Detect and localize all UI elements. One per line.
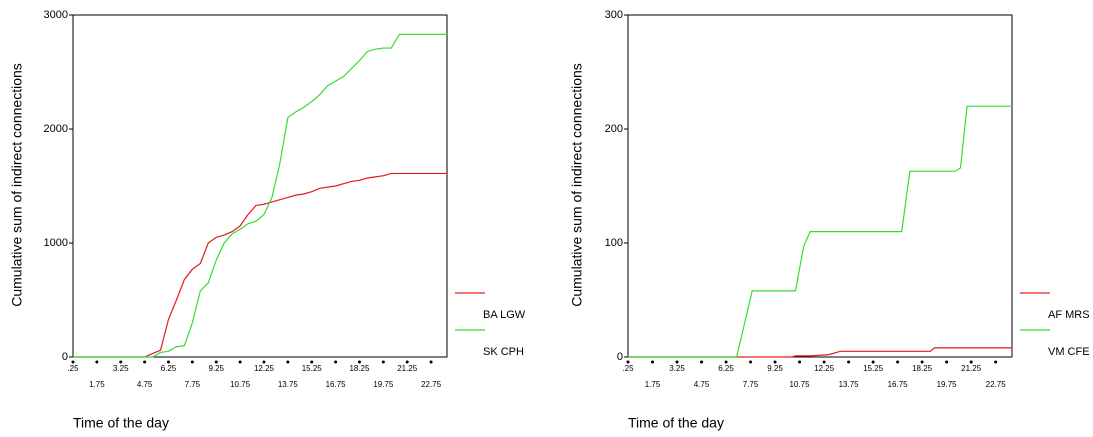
y-tick-label: 2000 (44, 123, 68, 135)
x-tick-label: 16.75 (888, 380, 909, 389)
x-tick-label: 10.75 (790, 380, 811, 389)
legend-label: AF MRS (1048, 309, 1090, 321)
x-tick (822, 360, 826, 364)
x-tick-label: 10.75 (230, 380, 251, 389)
x-tick (871, 360, 875, 364)
x-tick-label: 6.25 (718, 364, 734, 373)
x-tick-label: 18.25 (912, 364, 933, 373)
x-tick (166, 360, 170, 364)
x-tick (286, 360, 290, 364)
x-tick (334, 360, 338, 364)
x-tick (190, 360, 194, 364)
x-tick (310, 360, 314, 364)
series-line (73, 172, 447, 358)
x-tick-label: 3.25 (113, 364, 129, 373)
x-tick-label: .25 (622, 364, 634, 373)
x-tick-label: 1.75 (645, 380, 661, 389)
series-line (628, 347, 1012, 358)
x-tick-label: 13.75 (278, 380, 299, 389)
x-tick (238, 360, 242, 364)
x-tick-label: 21.25 (961, 364, 982, 373)
x-tick (920, 360, 924, 364)
x-tick-label: 6.25 (161, 364, 177, 373)
x-tick (381, 360, 385, 364)
plot-frame (627, 14, 1013, 358)
x-tick-label: 15.25 (863, 364, 884, 373)
y-tick-label: 1000 (44, 237, 68, 249)
x-tick-label: 13.75 (839, 380, 860, 389)
x-tick (429, 360, 433, 364)
legend-label: VM CFE (1048, 346, 1090, 358)
x-tick (798, 360, 802, 364)
x-tick-label: 19.75 (373, 380, 394, 389)
x-tick-label: 4.75 (694, 380, 710, 389)
y-axis-label: Cumulative sum of indirect connections (9, 63, 25, 307)
x-tick-label: 9.25 (767, 364, 783, 373)
x-tick-label: 16.75 (326, 380, 347, 389)
x-tick (95, 360, 99, 364)
x-tick (119, 360, 123, 364)
y-tick-label: 3000 (44, 9, 68, 21)
y-axis-label: Cumulative sum of indirect connections (569, 63, 585, 307)
y-tick-label: 0 (617, 351, 623, 363)
x-tick (700, 360, 704, 364)
x-tick-label: 12.25 (254, 364, 275, 373)
x-axis-label: Time of the day (73, 415, 169, 431)
legend-label: SK CPH (483, 346, 524, 358)
plot-frame (72, 14, 448, 358)
x-tick (214, 360, 218, 364)
x-tick-label: 7.75 (743, 380, 759, 389)
x-tick-label: 15.25 (302, 364, 323, 373)
x-tick (626, 360, 630, 364)
x-tick (847, 360, 851, 364)
series-line (628, 105, 1012, 358)
x-tick (71, 360, 75, 364)
legend-label: BA LGW (483, 309, 526, 321)
x-tick-label: 18.25 (349, 364, 370, 373)
x-tick (724, 360, 728, 364)
x-tick (896, 360, 900, 364)
x-tick-label: 12.25 (814, 364, 835, 373)
x-tick-label: 9.25 (208, 364, 224, 373)
x-tick-label: 22.75 (986, 380, 1007, 389)
x-tick (143, 360, 147, 364)
x-tick (675, 360, 679, 364)
y-tick-label: 200 (605, 123, 623, 135)
x-tick-label: 7.75 (185, 380, 201, 389)
y-tick-label: 100 (605, 237, 623, 249)
x-tick (994, 360, 998, 364)
x-tick (405, 360, 409, 364)
x-tick-label: 3.25 (669, 364, 685, 373)
x-tick-label: .25 (67, 364, 79, 373)
y-tick-label: 0 (62, 351, 68, 363)
x-tick-label: 21.25 (397, 364, 418, 373)
x-tick-label: 19.75 (937, 380, 958, 389)
series-line (73, 33, 447, 358)
x-tick (945, 360, 949, 364)
x-axis-label: Time of the day (628, 415, 724, 431)
x-tick (651, 360, 655, 364)
x-tick-label: 1.75 (89, 380, 105, 389)
x-tick-label: 4.75 (137, 380, 153, 389)
x-tick (262, 360, 266, 364)
x-tick (749, 360, 753, 364)
x-tick (969, 360, 973, 364)
y-tick-label: 300 (605, 9, 623, 21)
x-tick (773, 360, 777, 364)
x-tick (357, 360, 361, 364)
x-tick-label: 22.75 (421, 380, 442, 389)
